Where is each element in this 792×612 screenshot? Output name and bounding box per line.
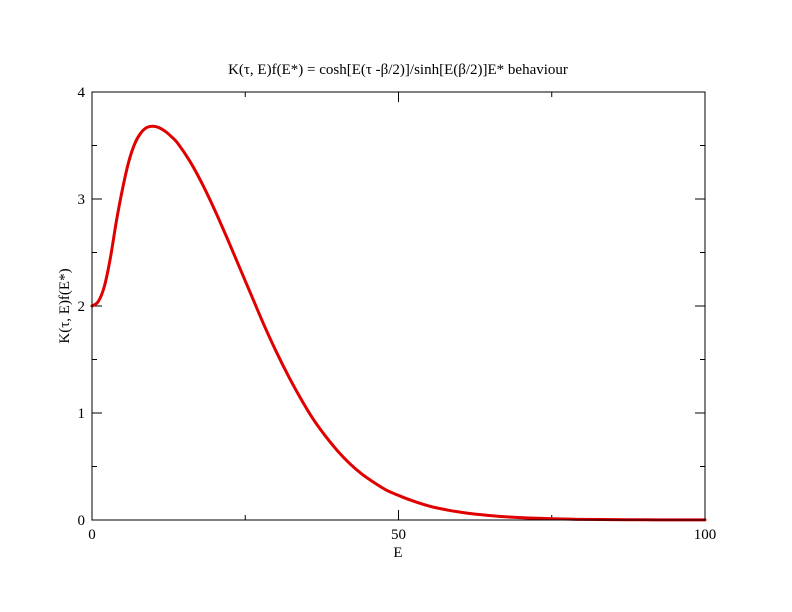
y-tick-label: 1 — [78, 406, 86, 422]
y-axis-label: K(τ, E)f(E*) — [57, 268, 73, 343]
chart-title: K(τ, E)f(E*) = cosh[E(τ -β/2)]/sinh[E(β/… — [228, 62, 568, 78]
series-layer — [90, 124, 707, 522]
y-tick-label: 2 — [78, 299, 86, 315]
plot-frame — [91, 91, 706, 521]
y-tick-label: 3 — [78, 192, 86, 208]
x-tick-label: 0 — [88, 527, 96, 543]
series-line — [90, 124, 707, 522]
y-tick-label: 0 — [78, 513, 86, 529]
x-axis-label: E — [393, 545, 402, 561]
y-tick-label: 4 — [78, 85, 86, 101]
x-tick-label: 100 — [694, 527, 717, 543]
x-tick-label: 50 — [391, 527, 406, 543]
tick-labels: 0 50 100 0 1 2 3 4 — [78, 85, 717, 543]
